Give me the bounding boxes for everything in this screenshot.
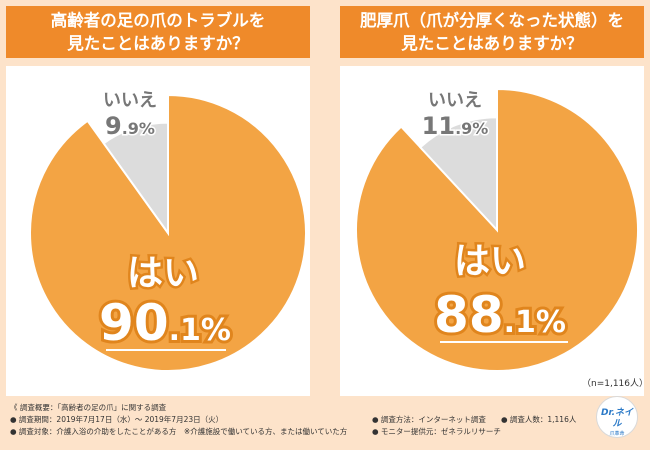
no-value-left-dec: .9% [122, 119, 155, 138]
no-label-left: いいえ [103, 90, 157, 111]
no-value-right-dec: .9% [455, 119, 488, 138]
survey-title: 《 調査概要：「高齢者の足の爪」に関する調査 [10, 403, 167, 412]
chart-title-right-line2: 見たことはありますか？ [401, 34, 583, 53]
yes-label-left: はい [127, 253, 199, 294]
survey-period: ● 調査期間：2019年7月17日（水）～ 2019年7月23日（火） [10, 415, 224, 424]
no-value-right-int: 11 [422, 112, 455, 140]
survey-target: ● 調査対象：介護入浴の介助をしたことがある方 ※介護施設で働いている方、または… [10, 427, 348, 436]
pie-chart-right: いいえ 11.9% はい 88.1% [355, 87, 639, 372]
yes-value-right: 88.1% [434, 286, 566, 344]
pie-slice-no-left [102, 121, 169, 237]
survey-method-row: ● 調査方法：インターネット調査 ● 調査人数：1,116人 [372, 414, 576, 426]
no-value-left-int: 9 [105, 112, 122, 140]
no-value-right: 11.9% [422, 112, 489, 140]
chart-title-right-line1: 肥厚爪（爪が分厚くなった状態）を [360, 11, 624, 30]
yes-value-left: 90.1% [99, 294, 231, 352]
logo-tagline: 爪革命 [609, 431, 625, 437]
chart-title-right: 肥厚爪（爪が分厚くなった状態）を 見たことはありますか？ [340, 6, 644, 58]
survey-details: ● 調査方法：インターネット調査 ● 調査人数：1,116人 ● モニター提供元… [372, 414, 576, 438]
logo-brand: Dr.ネイル [600, 408, 634, 429]
pie-slice-no-right [418, 116, 498, 233]
no-value-left: 9.9% [105, 112, 155, 140]
yes-value-left-dec: .1% [169, 313, 231, 348]
chart-title-left-line1: 高齢者の足の爪のトラブルを [50, 11, 266, 30]
survey-provider: ● モニター提供元：ゼネラルリサーチ [372, 427, 501, 436]
yes-value-right-dec: .1% [504, 305, 566, 340]
dr-nail-logo: Dr.ネイル 爪革命 [596, 396, 638, 438]
survey-count: ● 調査人数：1,116人 [500, 415, 577, 424]
pie-chart-left: いいえ 9.9% はい 90.1% [29, 89, 307, 372]
survey-overview: 《 調査概要：「高齢者の足の爪」に関する調査 ● 調査期間：2019年7月17日… [10, 402, 347, 438]
yes-value-left-int: 90 [99, 294, 169, 352]
yes-value-right-int: 88 [434, 286, 504, 344]
sample-size-note: （n=1,116人） [582, 379, 649, 389]
chart-title-left: 高齢者の足の爪のトラブルを 見たことはありますか？ [6, 6, 310, 58]
survey-method: ● 調査方法：インターネット調査 [372, 415, 486, 424]
chart-title-left-line2: 見たことはありますか？ [67, 34, 249, 53]
no-label-right: いいえ [428, 90, 482, 111]
yes-label-right: はい [454, 241, 526, 282]
